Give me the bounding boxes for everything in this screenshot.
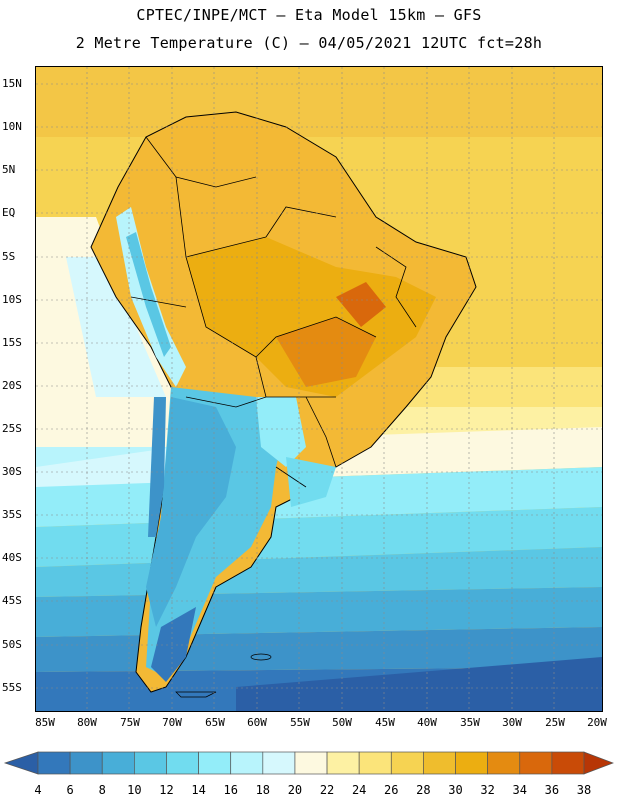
legend-swatch (230, 751, 264, 775)
legend-level-label: 26 (384, 783, 399, 797)
lon-label: 20W (587, 716, 607, 729)
lat-label: 45S (2, 594, 22, 607)
lon-label: 40W (417, 716, 437, 729)
legend-level-label: 34 (512, 783, 527, 797)
lon-label: 25W (545, 716, 565, 729)
legend-level-label: 36 (544, 783, 560, 797)
lon-label: 55W (290, 716, 310, 729)
lat-label: 25S (2, 422, 22, 435)
legend-level-label: 30 (448, 783, 463, 797)
lon-label: 60W (247, 716, 267, 729)
legend-level-label: 8 (98, 783, 106, 797)
legend-swatch (37, 751, 71, 775)
lat-label: 15N (2, 77, 22, 90)
legend-arrow-low (3, 751, 39, 775)
legend-level-label: 10 (127, 783, 142, 797)
color-legend (3, 751, 614, 775)
legend-level-label: 22 (319, 783, 335, 797)
lon-label: 70W (162, 716, 182, 729)
lat-label: 30S (2, 465, 22, 478)
legend-swatch (101, 751, 135, 775)
legend-swatch (69, 751, 103, 775)
legend-level-label: 6 (66, 783, 74, 797)
legend-swatch (390, 751, 424, 775)
lat-label: 35S (2, 508, 22, 521)
legend-swatch (294, 751, 328, 775)
lat-label: 40S (2, 551, 22, 564)
lon-label: 30W (502, 716, 522, 729)
legend-swatch (358, 751, 392, 775)
lat-label: 10S (2, 293, 22, 306)
legend-swatch (198, 751, 232, 775)
lat-label: 15S (2, 336, 22, 349)
legend-level-label: 4 (34, 783, 42, 797)
lon-label: 35W (460, 716, 480, 729)
lat-label: 55S (2, 681, 22, 694)
legend-level-label: 12 (159, 783, 174, 797)
legend-level-label: 20 (287, 783, 303, 797)
lon-label: 85W (35, 716, 55, 729)
chart-title: CPTEC/INPE/MCT – Eta Model 15km – GFS (136, 6, 482, 24)
legend-level-label: 24 (351, 783, 367, 797)
legend-level-label: 16 (223, 783, 238, 797)
lon-label: 45W (375, 716, 395, 729)
legend-level-label: 38 (576, 783, 592, 797)
legend-level-label: 14 (191, 783, 206, 797)
lat-label: 5N (2, 163, 16, 176)
legend-level-label: 28 (416, 783, 431, 797)
lat-label: 10N (2, 120, 22, 133)
legend-swatch (166, 751, 199, 775)
legend-swatch (423, 751, 456, 775)
legend-level-label: 32 (480, 783, 495, 797)
chart-subtitle: 2 Metre Temperature (C) – 04/05/2021 12U… (75, 34, 543, 52)
legend-swatch (487, 751, 521, 775)
legend-swatch (455, 751, 488, 775)
legend-swatch (551, 751, 585, 775)
lon-label: 80W (77, 716, 97, 729)
legend-swatch (519, 751, 553, 775)
legend-level-label: 18 (255, 783, 271, 797)
lon-label: 65W (205, 716, 225, 729)
lat-label: 50S (2, 638, 22, 651)
legend-swatch (134, 751, 167, 775)
legend-swatch (326, 751, 360, 775)
temperature-map[interactable] (35, 66, 603, 712)
lon-label: 75W (120, 716, 140, 729)
legend-swatch (262, 751, 296, 775)
lat-label: EQ (2, 206, 16, 219)
lon-label: 50W (332, 716, 352, 729)
lat-label: 5S (2, 250, 16, 263)
legend-arrow-high (583, 751, 614, 775)
lat-label: 20S (2, 379, 22, 392)
